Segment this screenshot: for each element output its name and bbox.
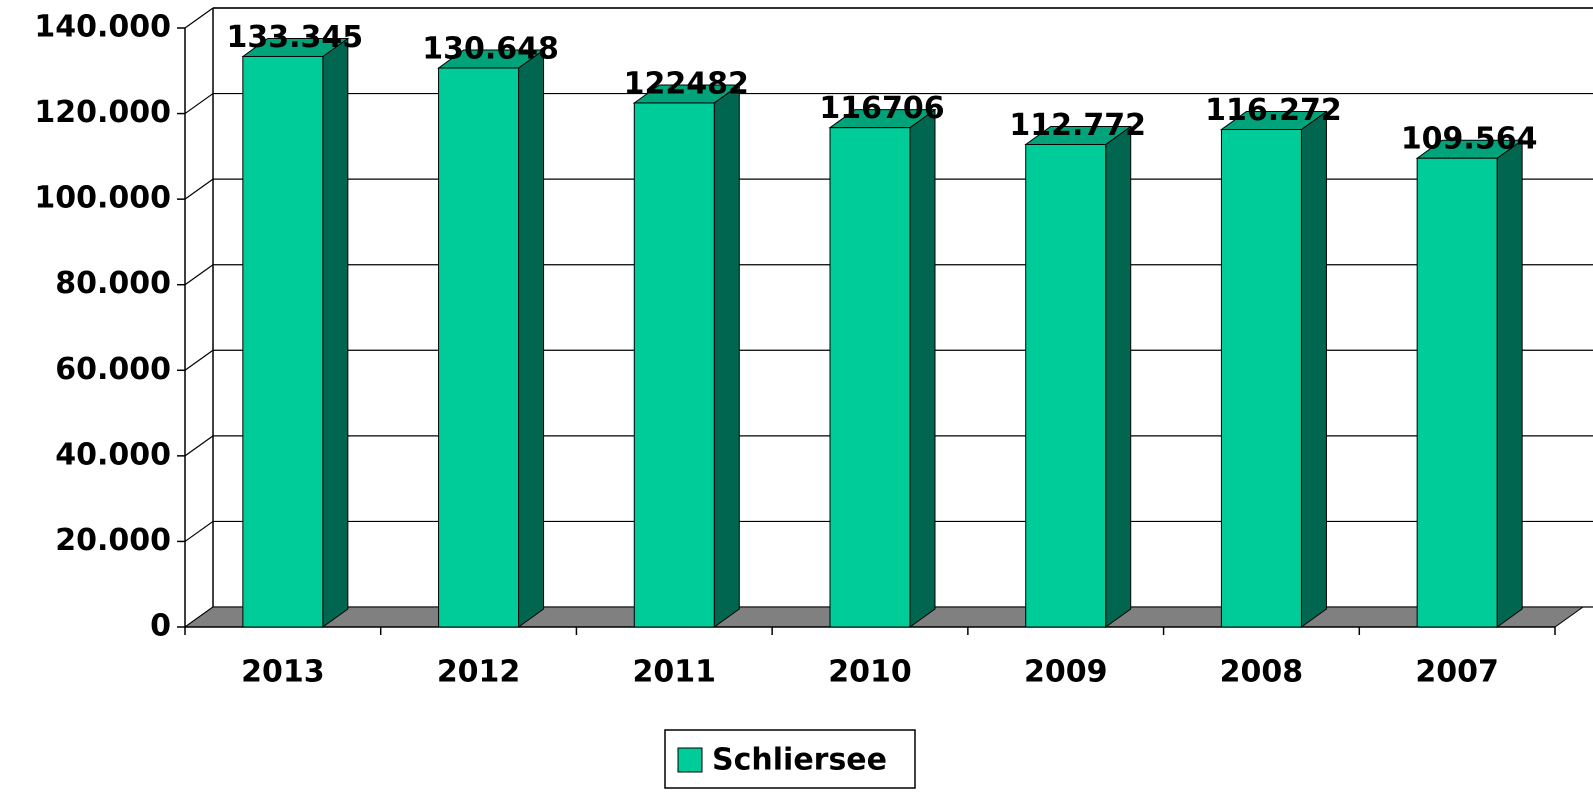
y-tick-label: 20.000 [55,523,171,558]
grid-line [184,264,214,286]
data-label: 130.648 [422,32,559,67]
data-label: 109.564 [1401,122,1538,157]
bar [633,102,715,628]
legend-label: Schliersee [712,743,887,778]
bar [1416,157,1498,628]
data-label: 116706 [819,91,944,126]
grid-line [184,349,214,371]
data-label: 112.772 [1009,108,1146,143]
bar [1025,143,1107,628]
y-tick-label: 40.000 [55,437,171,472]
legend-swatch [677,747,703,773]
grid-line [184,93,214,115]
bar [438,67,520,628]
bar [242,55,324,628]
y-tick-label: 0 [150,609,171,644]
grid-line [184,178,214,200]
y-tick-label: 60.000 [55,352,171,387]
grid-line [184,7,214,29]
bar-side [713,83,740,628]
y-tick-label: 100.000 [34,181,171,216]
bar-side [909,108,936,628]
x-tick-label: 2009 [1024,655,1108,690]
x-tick-label: 2010 [828,655,912,690]
grid-line [184,520,214,542]
bar [1220,129,1302,628]
y-tick-label: 80.000 [55,266,171,301]
bar-side [518,49,545,628]
x-tick-label: 2013 [241,655,325,690]
bar-side [1496,139,1523,628]
bar-side [322,37,349,628]
bar-side [1300,110,1327,628]
x-tick-label: 2012 [437,655,521,690]
data-label: 122482 [624,66,749,101]
x-tick-label: 2007 [1415,655,1499,690]
data-label: 116.272 [1205,93,1342,128]
y-tick-label: 120.000 [34,95,171,130]
grid-line [184,435,214,457]
x-tick-label: 2011 [633,655,717,690]
x-tick-label: 2008 [1220,655,1304,690]
bar-side [1105,125,1132,628]
y-tick-label: 140.000 [34,10,171,45]
bar [829,127,911,628]
legend-box [664,729,916,789]
data-label: 133.345 [227,20,364,55]
